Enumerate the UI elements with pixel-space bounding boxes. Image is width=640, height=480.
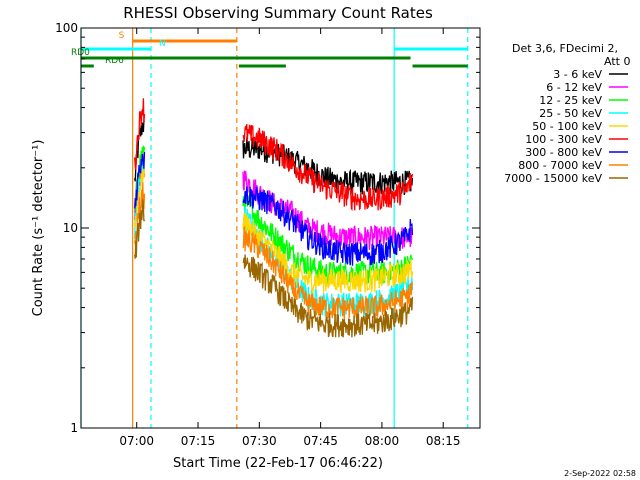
x-tick-label: 07:30	[242, 434, 277, 448]
segment-label-rd6: RD6	[105, 56, 124, 66]
axes: 07:00 07:15 07:30 07:45 08:00 08:15 1 10 100	[55, 21, 480, 448]
series-trace	[242, 186, 414, 266]
legend-label: 12 - 25 keV	[539, 94, 602, 107]
y-axis-label: Count Rate (s⁻¹ detector⁻¹)	[31, 140, 46, 317]
series-7000-15000-kev	[134, 199, 414, 338]
series-100-300-kev	[134, 98, 414, 212]
legend-label: 800 - 7000 keV	[518, 159, 602, 172]
series-trace	[242, 254, 414, 338]
legend-label: 3 - 6 keV	[553, 68, 602, 81]
legend-title-line: Att 0	[604, 55, 630, 68]
x-tick-label: 08:15	[426, 434, 461, 448]
chart-title: RHESSI Observing Summary Count Rates	[123, 4, 433, 22]
series-trace	[242, 124, 414, 212]
series-trace	[242, 191, 414, 287]
x-axis-label: Start Time (22-Feb-17 06:46:22)	[173, 456, 383, 471]
segment-label-s: S	[119, 31, 125, 41]
y-tick-label: 10	[63, 221, 78, 235]
x-tick-label: 07:00	[119, 434, 154, 448]
legend-title-line: Det 3,6, FDecimi 2,	[512, 42, 618, 55]
series-trace	[134, 199, 146, 259]
y-tick-label: 100	[55, 21, 78, 35]
series-trace	[242, 170, 414, 251]
series-trace	[242, 226, 414, 320]
legend-label: 300 - 800 keV	[525, 146, 602, 159]
legend-label: 100 - 300 keV	[525, 133, 602, 146]
y-tick-label: 1	[70, 421, 78, 435]
legend-label: 7000 - 15000 keV	[504, 172, 602, 185]
legend-label: 6 - 12 keV	[546, 81, 602, 94]
series-trace	[134, 98, 146, 170]
series-trace	[134, 151, 146, 209]
series-trace	[242, 212, 414, 295]
legend-label: 25 - 50 keV	[539, 107, 602, 120]
segment-label-n: N	[159, 39, 166, 49]
generation-timestamp: 2-Sep-2022 02:58	[564, 469, 636, 478]
x-tick-label: 08:00	[365, 434, 400, 448]
x-tick-label: 07:15	[181, 434, 216, 448]
legend-label: 50 - 100 keV	[532, 120, 602, 133]
series-300-800-kev	[134, 151, 414, 266]
x-tick-label: 07:45	[303, 434, 338, 448]
